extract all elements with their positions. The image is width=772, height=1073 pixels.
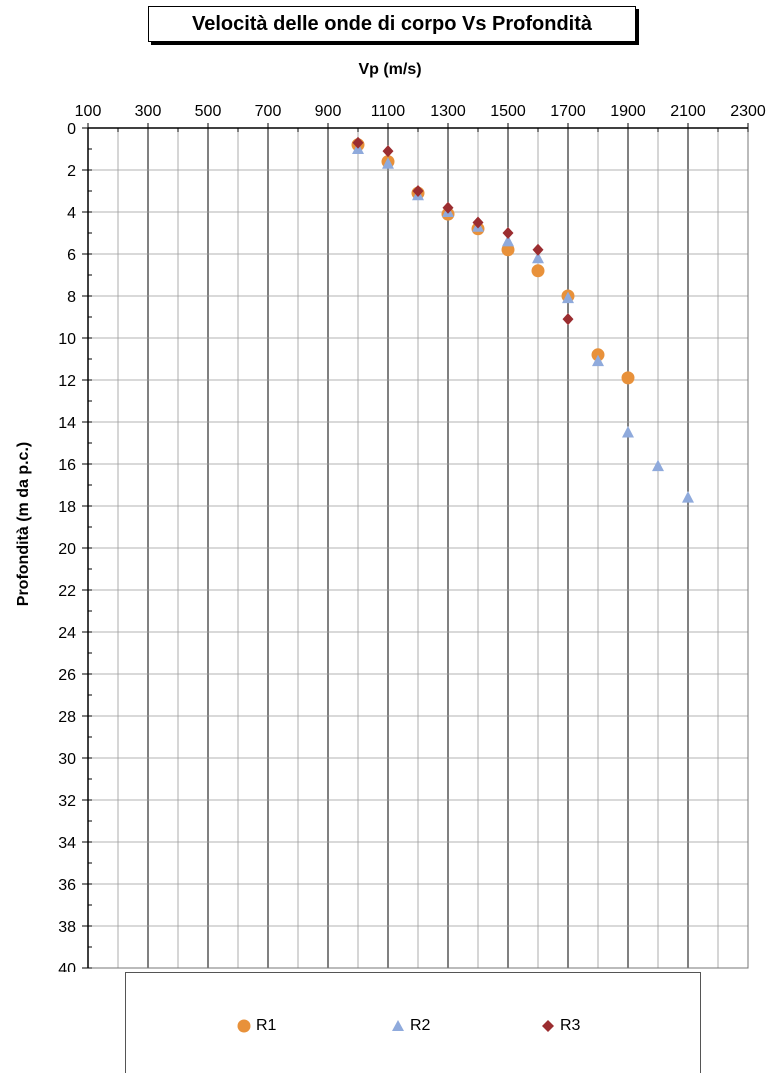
- legend-label-r3: R3: [560, 1017, 581, 1034]
- point-r1: [621, 371, 635, 385]
- y-tick-label: 30: [58, 751, 76, 768]
- point-r3: [502, 227, 514, 239]
- triangle-marker-icon: [392, 1020, 404, 1031]
- y-tick-label: 14: [58, 415, 76, 432]
- x-tick-label: 100: [75, 103, 102, 120]
- x-tick-label: 1700: [550, 103, 586, 120]
- x-tick-label: 2300: [730, 103, 766, 120]
- point-r3: [472, 216, 484, 229]
- point-r3: [412, 185, 424, 197]
- legend-item-r3: R3: [540, 1017, 580, 1035]
- y-tick-label: 36: [58, 877, 76, 894]
- y-tick-label: 2: [67, 163, 76, 180]
- x-tick-label: 500: [195, 103, 222, 120]
- y-tick-label: 18: [58, 499, 76, 516]
- point-r2: [382, 157, 394, 169]
- y-tick-label: 4: [67, 205, 76, 222]
- legend-label-r2: R2: [410, 1017, 431, 1034]
- point-r2: [592, 354, 604, 367]
- point-r1: [531, 264, 545, 278]
- point-r3: [532, 243, 544, 256]
- x-tick-label: 1500: [490, 103, 526, 120]
- x-tick-label: 700: [255, 103, 282, 120]
- y-tick-label: 22: [58, 583, 76, 600]
- diamond-marker-icon: [542, 1020, 554, 1032]
- y-tick-label: 40: [58, 961, 76, 972]
- y-tick-label: 34: [58, 835, 76, 852]
- x-tick-label: 1300: [430, 103, 466, 120]
- y-tick-label: 26: [58, 667, 76, 684]
- y-tick-label: 32: [58, 793, 76, 810]
- point-r2: [622, 426, 634, 438]
- y-tick-label: 0: [67, 121, 76, 138]
- y-tick-label: 8: [67, 289, 76, 306]
- y-tick-label: 12: [58, 373, 76, 390]
- point-r3: [442, 201, 454, 214]
- x-tick-label: 1100: [371, 103, 406, 120]
- circle-marker-icon: [237, 1019, 251, 1033]
- x-tick-label: 900: [315, 103, 342, 120]
- y-tick-label: 10: [58, 331, 76, 348]
- x-tick-label: 2100: [670, 103, 706, 120]
- y-tick-label: 6: [67, 247, 76, 264]
- legend: R1 R2 R3: [125, 972, 701, 1073]
- point-r3: [382, 145, 394, 158]
- point-r2: [682, 491, 694, 503]
- point-r3: [352, 136, 364, 149]
- chart-plot: 100 300 500 700 900 1100 1300 1500 1700 1900 2100 2…: [58, 103, 766, 972]
- legend-item-r2: R2: [390, 1017, 430, 1035]
- point-r2: [562, 291, 574, 304]
- y-tick-label: 16: [58, 457, 76, 474]
- chart-title: Velocità delle onde di corpo Vs Profondi…: [148, 6, 636, 42]
- point-r2: [502, 234, 514, 247]
- point-r2: [532, 251, 544, 264]
- legend-item-r1: R1: [236, 1017, 276, 1035]
- point-r3: [562, 313, 574, 326]
- x-tick-label: 1900: [610, 103, 646, 120]
- x-axis-label: Vp (m/s): [358, 61, 422, 78]
- x-tick-label: 300: [135, 103, 162, 120]
- legend-label-r1: R1: [256, 1017, 277, 1034]
- y-tick-label: 38: [58, 919, 76, 936]
- y-tick-label: 20: [58, 541, 76, 558]
- y-tick-label: 24: [58, 625, 76, 642]
- y-tick-label: 28: [58, 709, 76, 726]
- point-r1: [501, 243, 515, 257]
- point-r2: [652, 459, 664, 472]
